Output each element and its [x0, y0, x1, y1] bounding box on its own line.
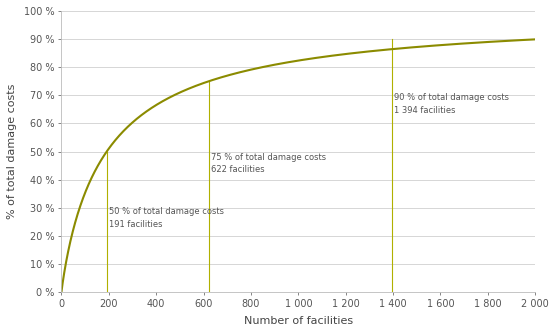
- Text: 50 % of total damage costs
191 facilities: 50 % of total damage costs 191 facilitie…: [109, 207, 224, 229]
- Y-axis label: % of total damage costs: % of total damage costs: [7, 84, 17, 219]
- X-axis label: Number of facilities: Number of facilities: [244, 316, 353, 326]
- Text: 90 % of total damage costs
1 394 facilities: 90 % of total damage costs 1 394 facilit…: [394, 94, 509, 115]
- Text: 75 % of total damage costs
622 facilities: 75 % of total damage costs 622 facilitie…: [211, 153, 326, 174]
